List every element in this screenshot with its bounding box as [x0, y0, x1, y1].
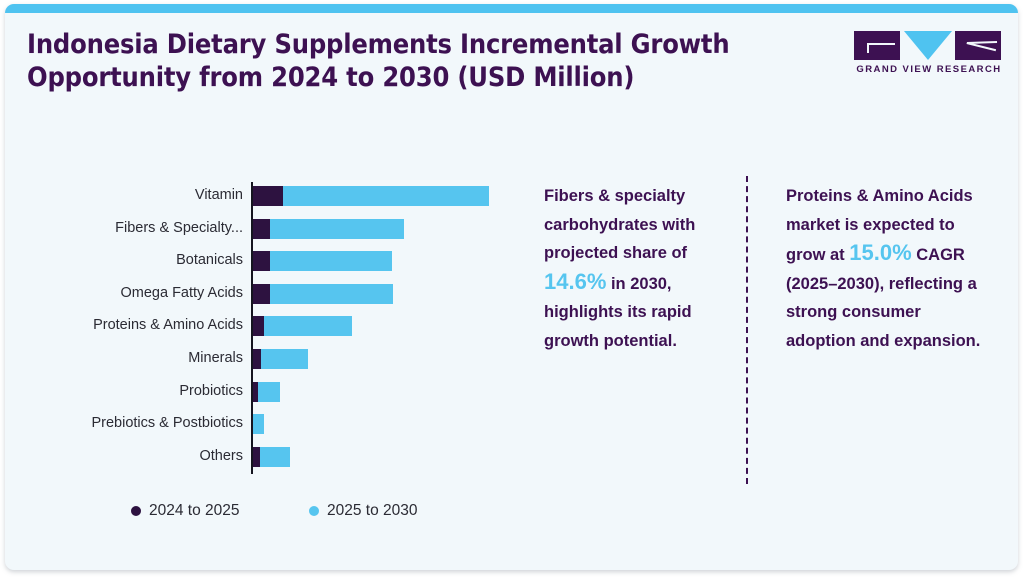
grand-view-research-logo: GRAND VIEW RESEARCH — [854, 31, 1002, 79]
category-label: Probiotics — [179, 382, 243, 399]
insight-left-pre: Fibers & specialty carbohydrates with pr… — [544, 187, 696, 262]
insight-right-value: 15.0% — [849, 240, 912, 265]
insight-fibers-specialty: Fibers & specialty carbohydrates with pr… — [544, 182, 736, 355]
bar-segment-2024-2025 — [253, 316, 264, 337]
category-label: Vitamin — [194, 187, 243, 203]
logo-marks — [854, 31, 1002, 60]
legend-label: 2025 to 2030 — [327, 502, 418, 519]
chart-axis-line — [251, 182, 253, 474]
bar-segment-2025-2030 — [253, 414, 264, 435]
logo-wordmark: GRAND VIEW RESEARCH — [856, 64, 1002, 75]
bar-segment-2024-2025 — [253, 251, 270, 272]
legend-dot-icon — [309, 506, 319, 516]
category-label: Minerals — [188, 350, 243, 366]
bar-segment-2025-2030 — [270, 283, 393, 304]
category-label: Prebiotics & Postbiotics — [91, 415, 243, 432]
insight-left-post: in 2030, highlights its rapid growth pot… — [544, 274, 692, 350]
bar-segment-2024-2025 — [253, 381, 258, 402]
category-label: Omega Fatty Acids — [120, 284, 244, 301]
insight-right-pre: Proteins & Amino Acids market is expecte… — [786, 187, 973, 264]
vertical-dashed-divider — [746, 176, 748, 484]
bar-segment-2024-2025 — [253, 218, 270, 239]
insight-left-value: 14.6% — [544, 268, 607, 294]
bar-segment-2024-2025 — [253, 446, 260, 467]
bar-segment-2025-2030 — [261, 349, 308, 369]
bar-segment-2025-2030 — [283, 186, 489, 206]
insight-proteins-amino-acids: Proteins & Amino Acids market is expecte… — [786, 182, 991, 355]
page-title: Indonesia Dietary Supplements Incrementa… — [27, 29, 730, 93]
category-label: Botanicals — [176, 252, 243, 269]
bar-segment-2025-2030 — [270, 251, 392, 272]
legend-dot-icon — [131, 506, 141, 516]
category-label: Fibers & Specialty... — [115, 219, 243, 236]
logo-v-icon — [904, 31, 952, 60]
logo-r-icon — [955, 31, 1001, 60]
category-label: Others — [199, 447, 243, 464]
bar-segment-2025-2030 — [264, 316, 352, 337]
logo-g-icon — [854, 31, 900, 60]
bar-segment-2025-2030 — [258, 381, 280, 402]
bar-segment-2024-2025 — [253, 283, 270, 304]
legend-label: 2024 to 2025 — [149, 502, 240, 519]
category-label: Proteins & Amino Acids — [93, 317, 243, 334]
bar-segment-2024-2025 — [253, 349, 261, 369]
top-accent-bar — [5, 4, 1018, 13]
insight-right-post: CAGR (2025–2030), reflecting a strong co… — [786, 246, 981, 350]
bar-segment-2025-2030 — [260, 446, 290, 467]
bar-segment-2024-2025 — [253, 186, 283, 206]
infographic-card: Indonesia Dietary Supplements Incrementa… — [5, 4, 1018, 570]
bar-segment-2025-2030 — [270, 218, 404, 239]
